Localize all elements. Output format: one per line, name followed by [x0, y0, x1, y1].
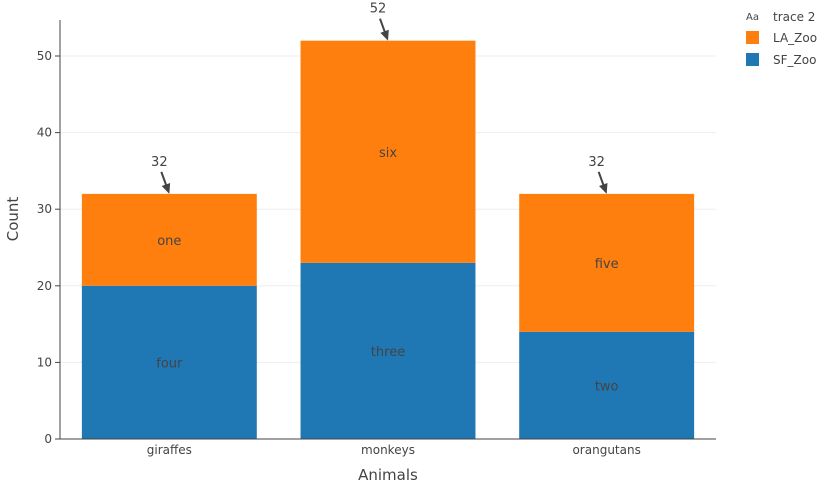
legend-text-symbol: Aa — [746, 12, 759, 23]
axes: 0 10 20 30 40 50 giraffes monkeys orangutans — [37, 20, 716, 457]
annotation-label: 32 — [588, 155, 605, 170]
annotation-label: 52 — [370, 2, 387, 17]
bars — [81, 40, 695, 439]
x-axis-title: Animals — [358, 466, 418, 484]
bar-text-label: four — [156, 356, 183, 371]
bar-sf-zoo[interactable] — [300, 262, 476, 439]
y-tick-label: 40 — [37, 126, 52, 140]
bar-la-zoo[interactable] — [519, 193, 695, 332]
y-axis-title: Count — [4, 197, 22, 242]
y-tick-label: 50 — [37, 49, 52, 63]
legend[interactable]: Aa trace 2 LA_Zoo SF_Zoo — [746, 10, 817, 67]
bar-text-label: six — [379, 146, 397, 161]
bar-la-zoo[interactable] — [300, 40, 476, 263]
bar-labels: four three two one six five — [156, 146, 618, 395]
legend-swatch-sf-zoo[interactable] — [746, 53, 759, 66]
bar-sf-zoo[interactable] — [81, 285, 257, 439]
annotation-arrowhead — [599, 182, 608, 194]
legend-item-trace-2[interactable]: trace 2 — [773, 10, 815, 24]
annotation-arrowhead — [161, 182, 171, 194]
bar-text-label: one — [157, 234, 181, 249]
bar-la-zoo[interactable] — [81, 193, 257, 286]
annotation-arrowhead — [380, 29, 389, 41]
y-tick-label: 10 — [37, 355, 52, 369]
annotations: 32 52 32 — [151, 2, 608, 194]
bar-text-label: two — [595, 379, 619, 394]
legend-swatch-la-zoo[interactable] — [746, 31, 759, 44]
x-tick-label: orangutans — [572, 443, 640, 457]
y-tick-label: 0 — [44, 432, 52, 446]
bar-sf-zoo[interactable] — [519, 331, 695, 439]
legend-item-sf-zoo[interactable]: SF_Zoo — [773, 53, 816, 67]
x-tick-label: giraffes — [147, 443, 192, 457]
y-tick-label: 30 — [37, 202, 52, 216]
x-tick-label: monkeys — [361, 443, 415, 457]
bar-text-label: three — [371, 345, 405, 360]
annotation-label: 32 — [151, 155, 168, 170]
y-tick-label: 20 — [37, 279, 52, 293]
bar-text-label: five — [595, 257, 619, 272]
legend-item-la-zoo[interactable]: LA_Zoo — [773, 31, 817, 45]
